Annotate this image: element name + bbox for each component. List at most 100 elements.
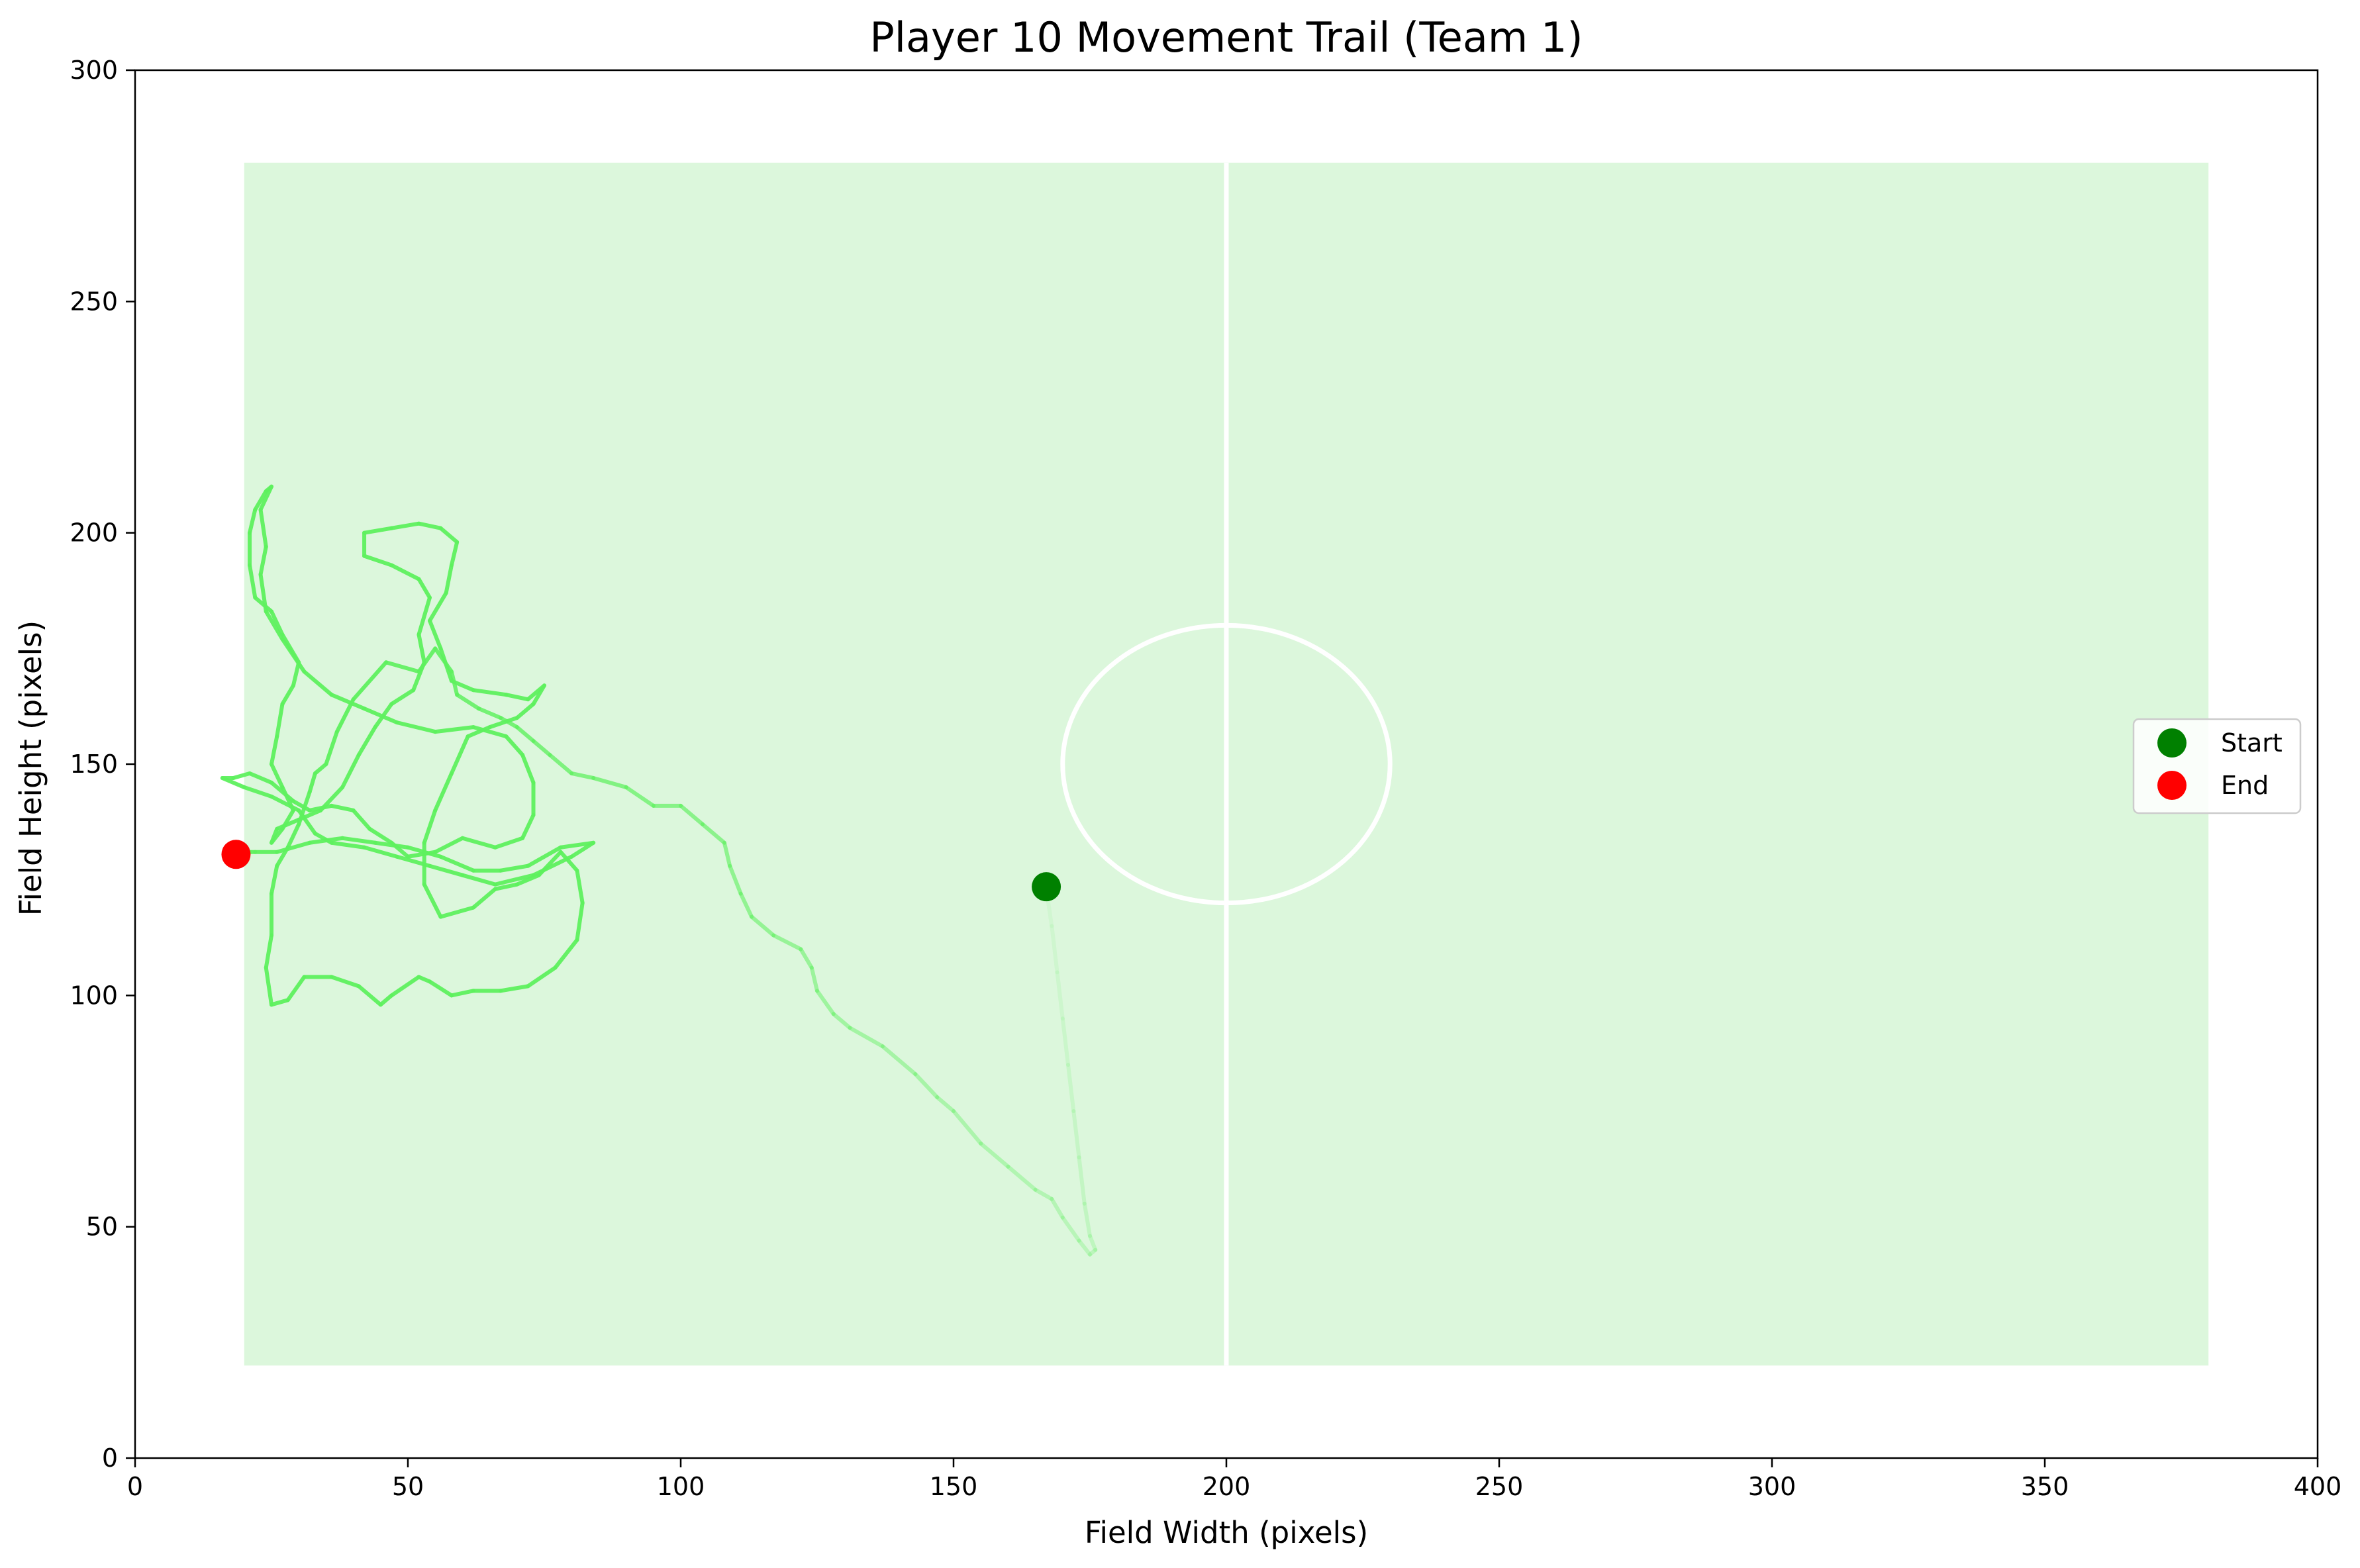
trail-segment [280, 683, 295, 707]
trail-segment [307, 836, 345, 845]
trail-segment [449, 734, 470, 775]
trail-segment [231, 771, 252, 780]
trail-segment [558, 840, 596, 850]
center-circle [1060, 622, 1393, 906]
trail-segment [1077, 1155, 1087, 1206]
trail-segment [558, 850, 579, 873]
trail-segment [389, 521, 421, 530]
trail-segment [1071, 1109, 1081, 1159]
trail-segment [280, 637, 307, 674]
trail-segment [417, 577, 432, 600]
trail-segment [449, 679, 475, 693]
trail-segment [313, 762, 328, 775]
trail-segment [362, 554, 394, 567]
trail-segment [1050, 1197, 1065, 1220]
trail-segment [515, 702, 536, 720]
trail-segment [329, 693, 367, 711]
trail-segment [362, 526, 394, 535]
trail-segment [1066, 1063, 1076, 1113]
trail-segment [952, 1109, 983, 1146]
trail-segment [351, 660, 389, 702]
trail-segment [499, 863, 530, 873]
trail-segment [324, 730, 339, 766]
trail-segment [624, 785, 656, 808]
trail-segment [750, 914, 776, 938]
x-tick-label: 50 [392, 1472, 424, 1501]
x-tick-label: 100 [657, 1472, 705, 1501]
trail-segment [427, 591, 448, 623]
trail-segment [433, 836, 465, 854]
trail-segment [831, 1012, 852, 1030]
trail-segment [427, 863, 465, 877]
trail-segment [302, 669, 334, 697]
trail-segment [880, 1044, 918, 1077]
trail-segment [270, 826, 285, 845]
trail-segment [575, 901, 585, 942]
trail-segment [270, 734, 279, 766]
trail-segment [270, 762, 285, 789]
trail-segment [275, 840, 312, 854]
trail-segment [220, 775, 246, 789]
plot-area: 0 50 100 150 200 250 300 350 400 0 50 100 150 200 250 3… [70, 56, 2341, 1501]
trail-segment [493, 882, 519, 891]
trail-segment [329, 840, 367, 850]
trail-segment [384, 660, 421, 674]
trail-segment [329, 975, 361, 989]
trail-segment [248, 563, 258, 600]
trail-segment [438, 905, 475, 919]
trail-segment [455, 693, 481, 711]
trail-segment [291, 660, 301, 688]
trail-segment [275, 817, 301, 831]
trail-segment [515, 725, 536, 744]
trail-segment [389, 563, 421, 581]
trail-segment [548, 753, 574, 775]
trail-segment [307, 771, 317, 794]
trail-segment [253, 489, 268, 512]
trail-segment [389, 975, 421, 998]
trail-segment [526, 683, 546, 702]
trail-segment [258, 484, 273, 512]
x-tick-label: 200 [1203, 1472, 1251, 1501]
trail-segment [728, 863, 743, 896]
trail-segment [1060, 1215, 1081, 1243]
trail-segment [422, 882, 443, 919]
trail-segment [935, 1095, 956, 1113]
trail-segment [526, 965, 558, 989]
trail-segment [362, 707, 399, 725]
trail-segment [389, 688, 416, 707]
trail-segment [270, 863, 279, 896]
trail-segment [417, 595, 432, 637]
trail-segment [395, 720, 438, 734]
trail-segment [329, 803, 356, 812]
trail-segment [700, 822, 726, 845]
y-tick-label: 300 [70, 56, 118, 85]
trail-segment [340, 836, 377, 845]
trail-segment [340, 753, 361, 789]
legend-label-start: Start [2221, 728, 2283, 758]
trail-segment [248, 507, 258, 535]
trail-segment [515, 873, 541, 887]
trail-segment [395, 854, 432, 868]
trail-segment [422, 808, 438, 845]
legend-marker-start [2157, 728, 2187, 758]
trail-segment [297, 808, 317, 836]
trail-segment [438, 646, 454, 683]
trail-segment [242, 785, 273, 799]
trail-segment [307, 803, 334, 812]
trail-segment [809, 965, 819, 993]
trail-segment [1088, 1248, 1098, 1257]
trail-segment [979, 1141, 1010, 1169]
y-axis-label: Field Height (pixels) [13, 620, 48, 916]
trail-segment [1055, 970, 1065, 1021]
trail-segment [411, 660, 426, 693]
trail-segment [449, 540, 460, 567]
trail-segment [493, 873, 536, 887]
y-tick-label: 150 [70, 750, 118, 779]
trail-segment [1077, 1238, 1092, 1257]
trail-segment [285, 822, 301, 850]
trail-segment [499, 984, 530, 993]
legend: Start End [2132, 718, 2302, 814]
y-tick-label: 0 [102, 1444, 118, 1473]
legend-label-end: End [2221, 771, 2269, 800]
trail-segment [531, 739, 552, 758]
